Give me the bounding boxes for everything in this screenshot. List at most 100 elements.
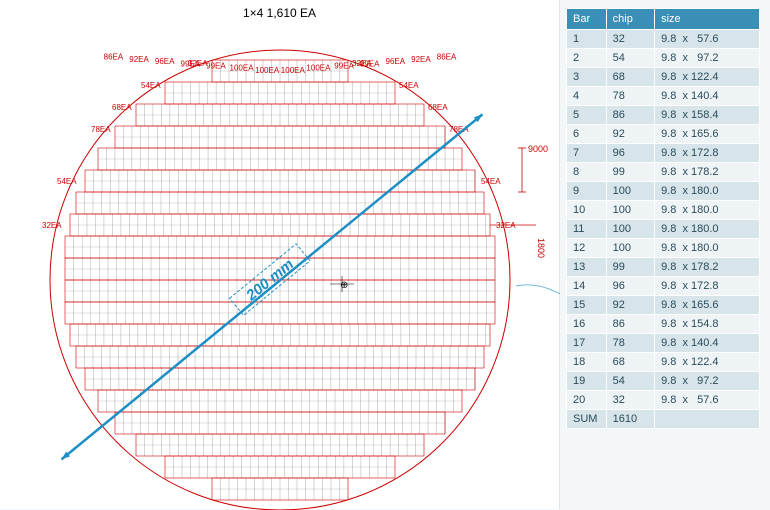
side-count-label: 32EA bbox=[42, 221, 62, 230]
cell-bar: 1 bbox=[567, 30, 607, 49]
cell-sum-label: SUM bbox=[567, 410, 607, 429]
side-count-label: 32EA bbox=[188, 59, 208, 68]
cell-size: 9.8 x 140.4 bbox=[655, 334, 760, 353]
cell-chip: 32 bbox=[606, 30, 654, 49]
top-count-label: 99EA bbox=[206, 62, 226, 71]
cell-size: 9.8 x 172.8 bbox=[655, 277, 760, 296]
table-row: 19549.8 x 97.2 bbox=[567, 372, 760, 391]
cell-bar: 17 bbox=[567, 334, 607, 353]
cell-size: 9.8 x 180.0 bbox=[655, 239, 760, 258]
cell-chip: 78 bbox=[606, 334, 654, 353]
cell-size: 9.8 x 178.2 bbox=[655, 258, 760, 277]
top-count-label: 92EA bbox=[411, 55, 431, 64]
table-row: 17789.8 x 140.4 bbox=[567, 334, 760, 353]
table-row: 91009.8 x 180.0 bbox=[567, 182, 760, 201]
top-count-label: 100EA bbox=[306, 64, 331, 73]
cell-size: 9.8 x 122.4 bbox=[655, 353, 760, 372]
table-row: 14969.8 x 172.8 bbox=[567, 277, 760, 296]
top-count-label: 96EA bbox=[386, 57, 406, 66]
center-mark: ⊕ bbox=[340, 280, 348, 291]
cell-bar: 7 bbox=[567, 144, 607, 163]
cell-bar: 14 bbox=[567, 277, 607, 296]
cell-size: 9.8 x 97.2 bbox=[655, 49, 760, 68]
side-count-label: 68EA bbox=[112, 103, 132, 112]
top-count-label: 100EA bbox=[281, 66, 306, 75]
cell-size: 9.8 x 165.6 bbox=[655, 296, 760, 315]
cell-chip: 99 bbox=[606, 163, 654, 182]
table-row: 6929.8 x 165.6 bbox=[567, 125, 760, 144]
cell-sum-size bbox=[655, 410, 760, 429]
top-count-label: 100EA bbox=[255, 66, 280, 75]
cell-size: 9.8 x 57.6 bbox=[655, 30, 760, 49]
cell-chip: 99 bbox=[606, 258, 654, 277]
cell-bar: 3 bbox=[567, 68, 607, 87]
th-chip: chip bbox=[606, 9, 654, 30]
cell-bar: 2 bbox=[567, 49, 607, 68]
cell-chip: 100 bbox=[606, 220, 654, 239]
cell-chip: 100 bbox=[606, 239, 654, 258]
side-count-label: 78EA bbox=[91, 125, 111, 134]
cell-chip: 86 bbox=[606, 106, 654, 125]
cell-sum-chip: 1610 bbox=[606, 410, 654, 429]
cell-chip: 86 bbox=[606, 315, 654, 334]
th-bar: Bar bbox=[567, 9, 607, 30]
cell-chip: 54 bbox=[606, 372, 654, 391]
cell-size: 9.8 x 97.2 bbox=[655, 372, 760, 391]
cell-size: 9.8 x 57.6 bbox=[655, 391, 760, 410]
cell-size: 9.8 x 165.6 bbox=[655, 125, 760, 144]
side-count-label: 32EA bbox=[352, 59, 372, 68]
cell-bar: 20 bbox=[567, 391, 607, 410]
diameter-label: 200 mm bbox=[230, 244, 310, 316]
cell-bar: 10 bbox=[567, 201, 607, 220]
chip-table: Bar chip size 1329.8 x 57.62549.8 x 97.2… bbox=[566, 8, 760, 429]
side-count-label: 32EA bbox=[496, 221, 516, 230]
cell-bar: 11 bbox=[567, 220, 607, 239]
cell-chip: 54 bbox=[606, 49, 654, 68]
top-count-label: 86EA bbox=[437, 53, 457, 62]
cell-size: 9.8 x 158.4 bbox=[655, 106, 760, 125]
table-row: 16869.8 x 154.8 bbox=[567, 315, 760, 334]
cell-size: 9.8 x 154.8 bbox=[655, 315, 760, 334]
table-row-sum: SUM1610 bbox=[567, 410, 760, 429]
table-row: 8999.8 x 178.2 bbox=[567, 163, 760, 182]
table-row: 18689.8 x 122.4 bbox=[567, 353, 760, 372]
table-row: 3689.8 x 122.4 bbox=[567, 68, 760, 87]
cell-chip: 92 bbox=[606, 296, 654, 315]
cell-chip: 92 bbox=[606, 125, 654, 144]
cell-chip: 96 bbox=[606, 144, 654, 163]
lead-line bbox=[516, 285, 560, 297]
cell-size: 9.8 x 172.8 bbox=[655, 144, 760, 163]
height-marker: 9000 bbox=[528, 144, 548, 154]
cell-bar: 9 bbox=[567, 182, 607, 201]
cell-chip: 68 bbox=[606, 353, 654, 372]
side-count-label: 54EA bbox=[399, 81, 419, 90]
cell-bar: 6 bbox=[567, 125, 607, 144]
cell-bar: 4 bbox=[567, 87, 607, 106]
table-row: 101009.8 x 180.0 bbox=[567, 201, 760, 220]
table-row: 121009.8 x 180.0 bbox=[567, 239, 760, 258]
cell-size: 9.8 x 180.0 bbox=[655, 201, 760, 220]
cell-bar: 13 bbox=[567, 258, 607, 277]
top-count-label: 86EA bbox=[104, 53, 124, 62]
diagram-title: 1×4 1,610 EA bbox=[243, 6, 316, 20]
row-marker: 1800 bbox=[536, 238, 546, 258]
table-row: 1329.8 x 57.6 bbox=[567, 30, 760, 49]
table-row: 5869.8 x 158.4 bbox=[567, 106, 760, 125]
cell-chip: 96 bbox=[606, 277, 654, 296]
wafer-diagram: 1×4 1,610 EA 86EA92EA96EA99EA99EA100EA10… bbox=[0, 0, 560, 509]
cell-bar: 18 bbox=[567, 353, 607, 372]
top-count-label: 96EA bbox=[155, 57, 175, 66]
cell-chip: 68 bbox=[606, 68, 654, 87]
cell-chip: 78 bbox=[606, 87, 654, 106]
table-row: 13999.8 x 178.2 bbox=[567, 258, 760, 277]
top-count-label: 100EA bbox=[230, 64, 255, 73]
cell-chip: 32 bbox=[606, 391, 654, 410]
side-count-label: 54EA bbox=[57, 177, 77, 186]
cell-size: 9.8 x 180.0 bbox=[655, 220, 760, 239]
cell-bar: 15 bbox=[567, 296, 607, 315]
table-row: 15929.8 x 165.6 bbox=[567, 296, 760, 315]
table-row: 2549.8 x 97.2 bbox=[567, 49, 760, 68]
cell-chip: 100 bbox=[606, 182, 654, 201]
table-row: 20329.8 x 57.6 bbox=[567, 391, 760, 410]
cell-size: 9.8 x 178.2 bbox=[655, 163, 760, 182]
